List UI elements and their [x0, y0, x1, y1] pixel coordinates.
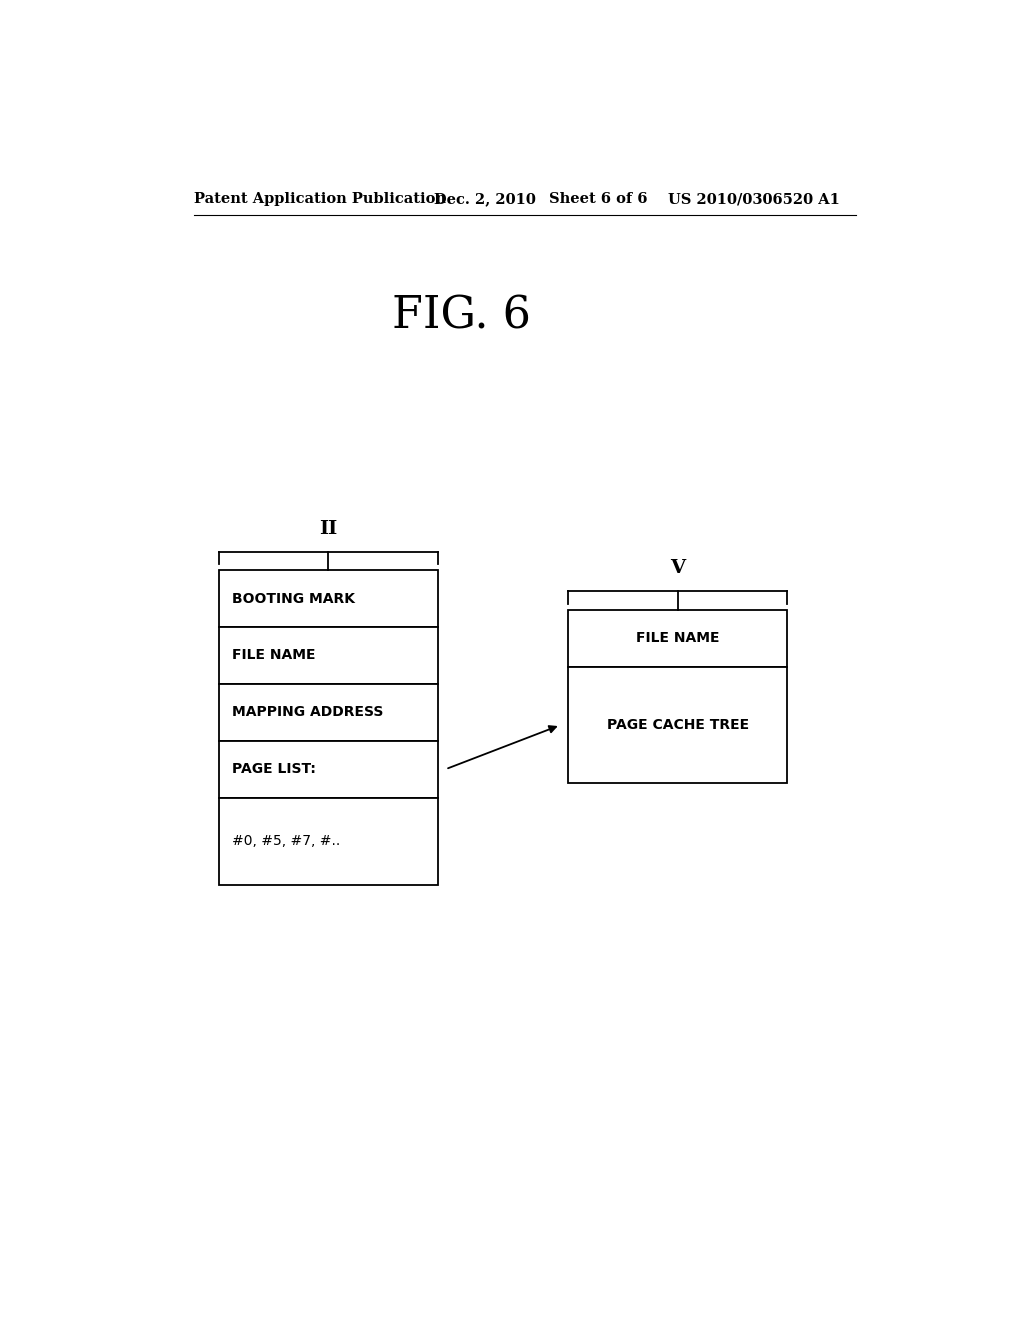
Text: #0, #5, #7, #..: #0, #5, #7, #..: [232, 834, 340, 849]
Text: Sheet 6 of 6: Sheet 6 of 6: [549, 191, 647, 206]
Text: II: II: [319, 520, 338, 537]
Text: FIG. 6: FIG. 6: [392, 294, 530, 338]
Text: V: V: [670, 560, 685, 577]
Text: BOOTING MARK: BOOTING MARK: [232, 591, 355, 606]
Bar: [568, 667, 786, 784]
Bar: [219, 627, 437, 684]
Text: FILE NAME: FILE NAME: [232, 648, 315, 663]
Bar: [219, 797, 437, 886]
Text: US 2010/0306520 A1: US 2010/0306520 A1: [668, 191, 840, 206]
Text: Patent Application Publication: Patent Application Publication: [194, 191, 445, 206]
Text: PAGE CACHE TREE: PAGE CACHE TREE: [606, 718, 749, 733]
Bar: [219, 741, 437, 797]
Text: Dec. 2, 2010: Dec. 2, 2010: [433, 191, 536, 206]
Bar: [219, 570, 437, 627]
Text: FILE NAME: FILE NAME: [636, 631, 719, 645]
Text: MAPPING ADDRESS: MAPPING ADDRESS: [232, 705, 383, 719]
Bar: [219, 684, 437, 741]
Bar: [568, 610, 786, 667]
Text: PAGE LIST:: PAGE LIST:: [232, 762, 315, 776]
